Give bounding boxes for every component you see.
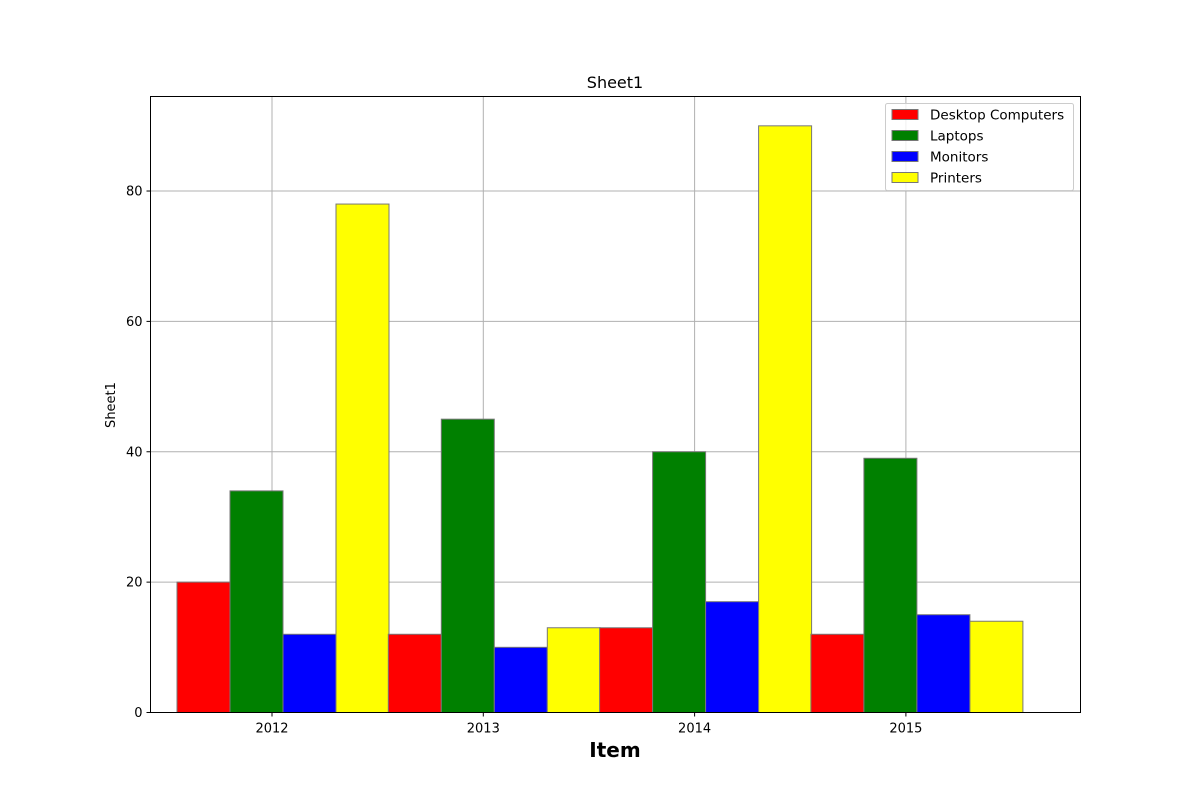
legend-swatch (891, 151, 919, 162)
x-axis-label: Item (589, 738, 640, 762)
bar (282, 633, 337, 713)
legend: Desktop Computers Laptops Monitors Printers (885, 103, 1074, 191)
axis-ticks: 0 20 40 60 80 2012 2013 2014 2015 (126, 185, 922, 737)
bars (176, 125, 1024, 714)
legend-swatch (891, 172, 919, 183)
bar (758, 125, 813, 714)
legend-label: Desktop Computers (930, 108, 1064, 124)
chart-title: Sheet1 (587, 73, 643, 92)
bar (810, 633, 865, 713)
bar (916, 614, 971, 714)
legend-label: Printers (930, 171, 982, 187)
x-tick-label: 2014 (678, 722, 711, 737)
bar (493, 646, 548, 714)
bar (440, 418, 495, 713)
bar (863, 457, 918, 713)
bar (599, 627, 654, 714)
y-tick-label: 60 (126, 315, 143, 330)
grid (150, 96, 1081, 713)
bar (387, 633, 442, 713)
y-tick-label: 20 (126, 576, 143, 591)
x-tick-label: 2012 (255, 722, 288, 737)
legend-swatch (891, 130, 919, 141)
x-tick-label: 2013 (467, 722, 500, 737)
y-tick-label: 80 (126, 185, 143, 200)
bar (335, 203, 390, 714)
y-axis-label: Sheet1 (104, 382, 119, 428)
y-tick-label: 0 (134, 706, 142, 721)
legend-swatch (891, 109, 919, 120)
bar (652, 451, 707, 713)
y-tick-label: 40 (126, 445, 143, 460)
bar (969, 620, 1024, 713)
bar (705, 601, 760, 713)
bar (176, 581, 231, 714)
bar (546, 627, 601, 714)
legend-box (885, 103, 1074, 191)
legend-label: Laptops (930, 129, 984, 145)
bar (229, 490, 284, 713)
x-tick-label: 2015 (889, 722, 922, 737)
legend-label: Monitors (930, 150, 988, 166)
plot-frame (150, 96, 1081, 713)
